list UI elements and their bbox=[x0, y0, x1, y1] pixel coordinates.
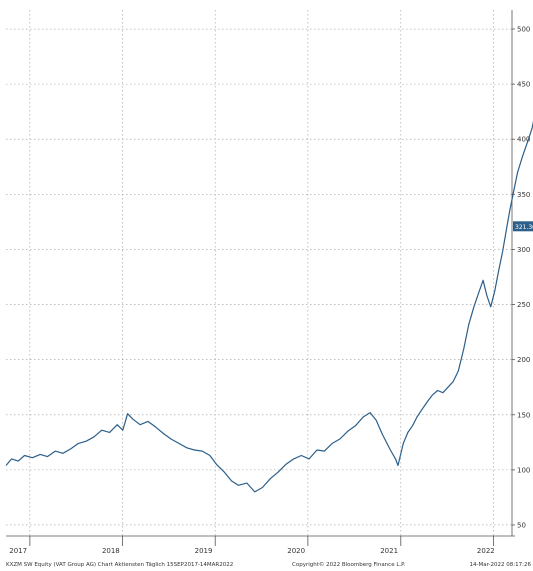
footer-copyright: Copyright© 2022 Bloomberg Finance L.P. bbox=[292, 562, 406, 568]
y-tick-label: 250 bbox=[517, 301, 530, 309]
labels: 50 100 150 200 250 300 350 400 450 500 2017 2018 201… bbox=[9, 26, 533, 555]
grid-lines bbox=[6, 10, 512, 536]
x-tick-label: 2018 bbox=[102, 547, 120, 555]
x-tick-label: 2017 bbox=[9, 547, 27, 555]
x-tick-label: 2019 bbox=[195, 547, 213, 555]
y-tick-label: 500 bbox=[517, 26, 530, 34]
series-layer bbox=[5, 120, 533, 493]
y-tick-label: 200 bbox=[517, 356, 530, 364]
y-tick-label: 100 bbox=[517, 466, 530, 474]
x-tick-label: 2021 bbox=[380, 547, 398, 555]
series-line bbox=[5, 120, 533, 493]
last-value-badge bbox=[513, 221, 533, 232]
footer-timestamp: 14-Mar-2022 08:17:26 bbox=[469, 562, 531, 568]
footer-source-note: KXZM SW Equity (VAT Group AG) Chart Akti… bbox=[6, 562, 234, 568]
axes bbox=[6, 10, 515, 546]
y-tick-label: 300 bbox=[517, 246, 530, 254]
y-tick-label: 50 bbox=[517, 521, 526, 529]
last-value-label: 321.30 bbox=[515, 224, 533, 231]
x-tick-label: 2020 bbox=[287, 547, 305, 555]
y-tick-label: 400 bbox=[517, 136, 530, 144]
y-tick-label: 150 bbox=[517, 411, 530, 419]
x-tick-label: 2022 bbox=[477, 547, 495, 555]
y-tick-label: 450 bbox=[517, 81, 530, 89]
y-tick-label: 350 bbox=[517, 191, 530, 199]
